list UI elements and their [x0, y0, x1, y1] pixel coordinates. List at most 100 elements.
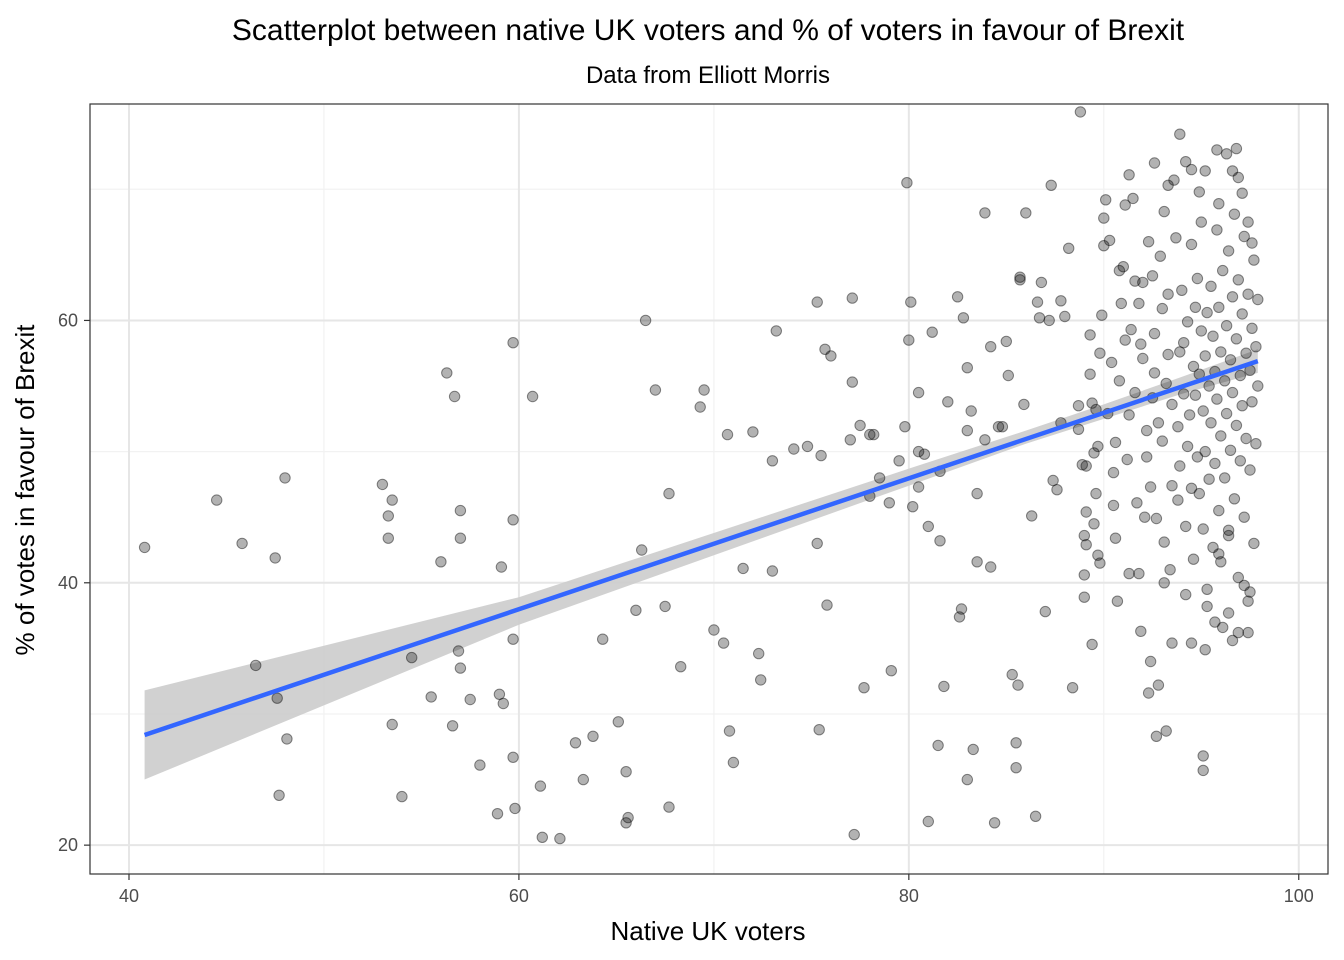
data-point — [1197, 764, 1209, 777]
data-point — [1141, 451, 1153, 463]
data-point — [1031, 296, 1044, 308]
data-point — [1029, 810, 1042, 822]
data-point — [1222, 529, 1235, 542]
data-point — [536, 831, 548, 843]
data-point — [813, 724, 825, 736]
data-point — [1185, 238, 1198, 251]
data-point — [1226, 165, 1239, 177]
data-point — [1035, 276, 1048, 289]
data-point — [386, 494, 398, 506]
major-gridlines — [90, 104, 1328, 874]
data-point — [1135, 338, 1147, 350]
data-point — [1211, 224, 1223, 236]
data-point — [507, 751, 519, 763]
data-point — [1187, 360, 1200, 373]
data-point — [1181, 440, 1194, 453]
data-point — [1246, 396, 1258, 408]
data-point — [1150, 512, 1163, 525]
data-point — [961, 362, 973, 374]
data-point — [1164, 564, 1176, 576]
data-point — [1209, 616, 1221, 628]
data-point — [1146, 270, 1159, 282]
data-point — [507, 337, 519, 349]
data-point — [1193, 186, 1206, 198]
data-point — [1238, 511, 1250, 523]
data-point — [1246, 237, 1258, 249]
data-point — [1205, 280, 1217, 292]
data-point — [1222, 607, 1235, 619]
data-point — [1181, 316, 1194, 328]
data-point — [1142, 236, 1155, 248]
data-point — [1129, 275, 1141, 287]
data-point — [1219, 375, 1231, 387]
data-point — [1142, 687, 1155, 699]
data-point — [1113, 264, 1126, 277]
data-point — [1086, 638, 1098, 651]
data-point — [1250, 438, 1262, 450]
data-point — [1055, 295, 1067, 307]
data-point — [1123, 567, 1135, 580]
data-point — [1078, 591, 1091, 603]
data-point — [577, 773, 589, 786]
data-point — [1090, 487, 1102, 500]
data-point — [464, 693, 476, 706]
data-point — [770, 325, 782, 337]
data-point — [766, 455, 779, 467]
data-point — [1238, 230, 1250, 243]
data-point — [979, 207, 991, 219]
data-point — [1033, 312, 1046, 324]
data-point — [1195, 216, 1208, 228]
data-point — [509, 802, 521, 815]
data-point — [639, 314, 652, 327]
data-point — [971, 556, 983, 568]
data-point — [1010, 762, 1022, 774]
data-point — [694, 401, 706, 413]
data-point — [1250, 341, 1262, 353]
data-point — [815, 449, 827, 462]
data-point — [1215, 556, 1227, 568]
data-point — [452, 645, 465, 657]
data-point — [1180, 156, 1192, 168]
data-point — [938, 680, 950, 693]
data-point — [1150, 730, 1163, 742]
confidence-band — [144, 349, 1258, 780]
data-point — [953, 611, 966, 623]
data-point — [1226, 386, 1239, 399]
data-point — [507, 633, 519, 645]
data-point — [1203, 473, 1215, 485]
data-point — [883, 497, 895, 509]
data-point — [951, 291, 964, 303]
data-point — [281, 733, 293, 745]
data-point — [1152, 417, 1165, 429]
data-point — [1215, 430, 1227, 442]
data-point — [1213, 198, 1225, 210]
data-point — [717, 637, 730, 649]
data-point — [1174, 460, 1186, 472]
data-point — [273, 789, 285, 801]
data-point — [1199, 350, 1211, 362]
x-tick-label: 60 — [509, 886, 529, 906]
data-point — [454, 662, 467, 674]
x-tick-label: 80 — [899, 886, 919, 906]
data-point — [988, 817, 1001, 829]
data-point — [1137, 352, 1149, 365]
data-point — [1217, 621, 1229, 634]
data-point — [1109, 436, 1122, 449]
data-point — [396, 790, 408, 803]
data-point — [526, 390, 539, 403]
data-point — [1246, 322, 1258, 334]
data-point — [269, 552, 281, 564]
data-point — [1234, 455, 1247, 467]
data-point — [1213, 548, 1225, 560]
data-point — [1209, 457, 1221, 470]
data-point — [1086, 397, 1098, 409]
data-point — [1191, 272, 1204, 285]
data-point — [1074, 106, 1087, 118]
data-point — [1166, 480, 1178, 492]
data-point — [1123, 169, 1135, 181]
data-point — [474, 759, 486, 771]
data-point — [698, 384, 710, 396]
data-point — [1119, 199, 1131, 211]
